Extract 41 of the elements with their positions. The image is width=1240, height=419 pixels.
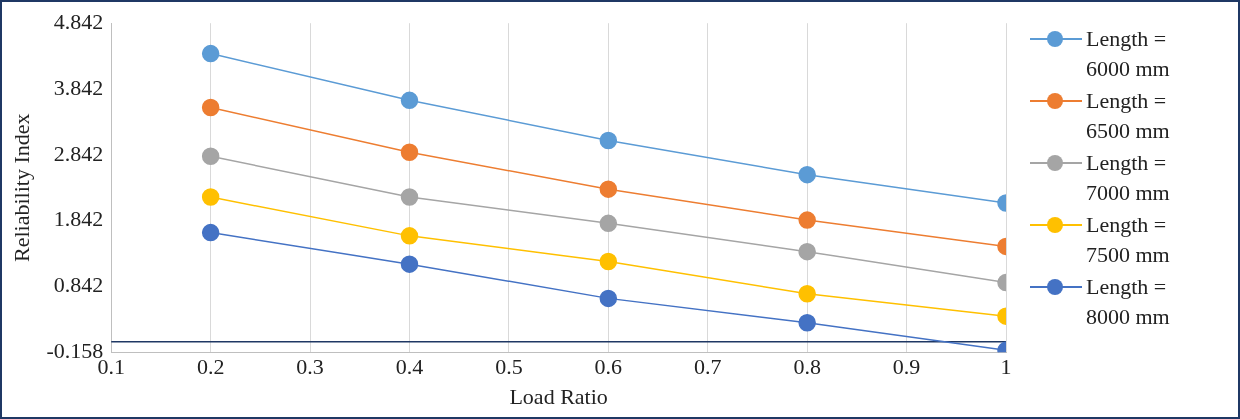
x-tick-label: 0.3 — [296, 354, 324, 380]
point — [599, 214, 618, 233]
y-tick-label: 4.842 — [53, 8, 104, 34]
x-tick-label: 0.8 — [793, 354, 821, 380]
point — [201, 188, 220, 206]
point — [201, 44, 220, 63]
legend-label: Length = 7000 mm — [1086, 149, 1171, 207]
point — [599, 131, 618, 150]
x-tick-label: 0.5 — [495, 354, 523, 380]
point — [400, 255, 419, 273]
x-tick-label: 1 — [1000, 354, 1012, 380]
point — [798, 242, 816, 261]
point — [599, 180, 618, 198]
y-tick-label: 0.842 — [53, 272, 104, 298]
point — [599, 252, 618, 271]
y-tick-label: 3.842 — [53, 74, 104, 100]
legend-label: Length = 7500 mm — [1086, 211, 1171, 269]
legend-label: Length = 6500 mm — [1086, 87, 1171, 145]
point — [798, 313, 816, 332]
x-tick-label: 0.7 — [693, 354, 722, 380]
point — [599, 289, 618, 308]
point — [798, 165, 816, 184]
x-tick-label: 0.2 — [196, 354, 225, 380]
x-tick-label: 0.4 — [395, 354, 424, 380]
point — [798, 285, 816, 303]
y-axis-title: Reliability Index — [8, 113, 34, 262]
point — [400, 188, 419, 206]
point — [400, 143, 419, 162]
y-tick-label: 1.842 — [53, 206, 104, 232]
point — [798, 211, 816, 229]
x-axis-title: Load Ratio — [509, 383, 608, 409]
x-tick-label: 0.6 — [594, 354, 623, 380]
legend-label: Length = 6000 mm — [1086, 25, 1171, 83]
point — [400, 227, 419, 245]
x-tick-label: 0.9 — [892, 354, 921, 380]
point — [201, 147, 220, 165]
legend-label: Length = 8000 mm — [1086, 273, 1171, 331]
point — [201, 98, 220, 117]
y-tick-label: 2.842 — [53, 140, 104, 166]
point — [201, 223, 220, 242]
point — [400, 91, 419, 110]
